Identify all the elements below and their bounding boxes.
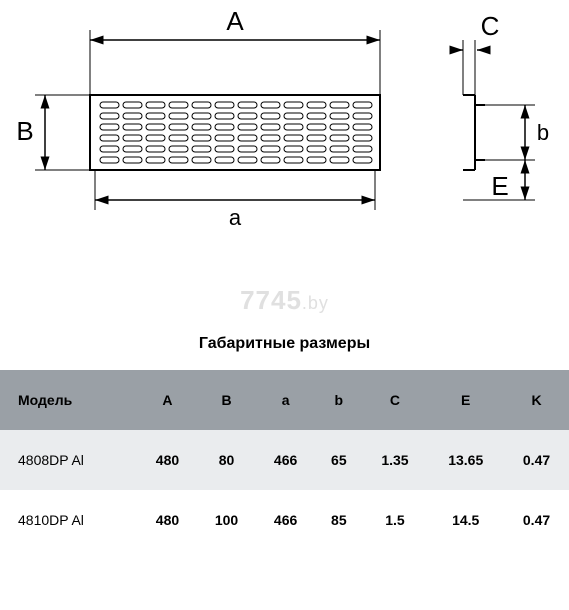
col-b: b <box>315 370 362 430</box>
table-row: 4808DP Al 480 80 466 65 1.35 13.65 0.47 <box>0 430 569 490</box>
cell-E: 14.5 <box>427 490 504 550</box>
cell-B: 80 <box>197 430 256 490</box>
cell-a: 466 <box>256 430 315 490</box>
cell-model: 4808DP Al <box>0 430 138 490</box>
cell-B: 100 <box>197 490 256 550</box>
col-B: B <box>197 370 256 430</box>
col-a: a <box>256 370 315 430</box>
technical-diagram: A a B C b E <box>0 0 569 280</box>
dim-label-A: A <box>226 6 244 36</box>
col-model: Модель <box>0 370 138 430</box>
dim-label-b: b <box>537 120 549 145</box>
col-E: E <box>427 370 504 430</box>
grille-slots <box>100 102 372 163</box>
watermark-suffix: .by <box>302 293 329 313</box>
dim-label-C: C <box>481 11 500 41</box>
cell-model: 4810DP Al <box>0 490 138 550</box>
dimensions-table: Модель A B a b C E K 4808DP Al 480 80 46… <box>0 370 569 550</box>
cell-A: 480 <box>138 430 197 490</box>
dim-label-a: a <box>229 205 242 230</box>
dim-label-B: B <box>16 116 33 146</box>
cell-C: 1.35 <box>363 430 428 490</box>
cell-C: 1.5 <box>363 490 428 550</box>
cell-a: 466 <box>256 490 315 550</box>
col-K: K <box>504 370 569 430</box>
col-A: A <box>138 370 197 430</box>
cell-A: 480 <box>138 490 197 550</box>
cell-E: 13.65 <box>427 430 504 490</box>
cell-K: 0.47 <box>504 430 569 490</box>
table-header-row: Модель A B a b C E K <box>0 370 569 430</box>
cell-b: 65 <box>315 430 362 490</box>
col-C: C <box>363 370 428 430</box>
table-title: Габаритные размеры <box>0 335 569 353</box>
table-row: 4810DP Al 480 100 466 85 1.5 14.5 0.47 <box>0 490 569 550</box>
watermark-main: 7745 <box>240 285 302 315</box>
cell-b: 85 <box>315 490 362 550</box>
watermark: 7745.by <box>0 285 569 316</box>
front-view-outline <box>90 95 380 170</box>
cell-K: 0.47 <box>504 490 569 550</box>
side-view-profile <box>463 95 485 170</box>
dim-label-E: E <box>491 171 508 201</box>
